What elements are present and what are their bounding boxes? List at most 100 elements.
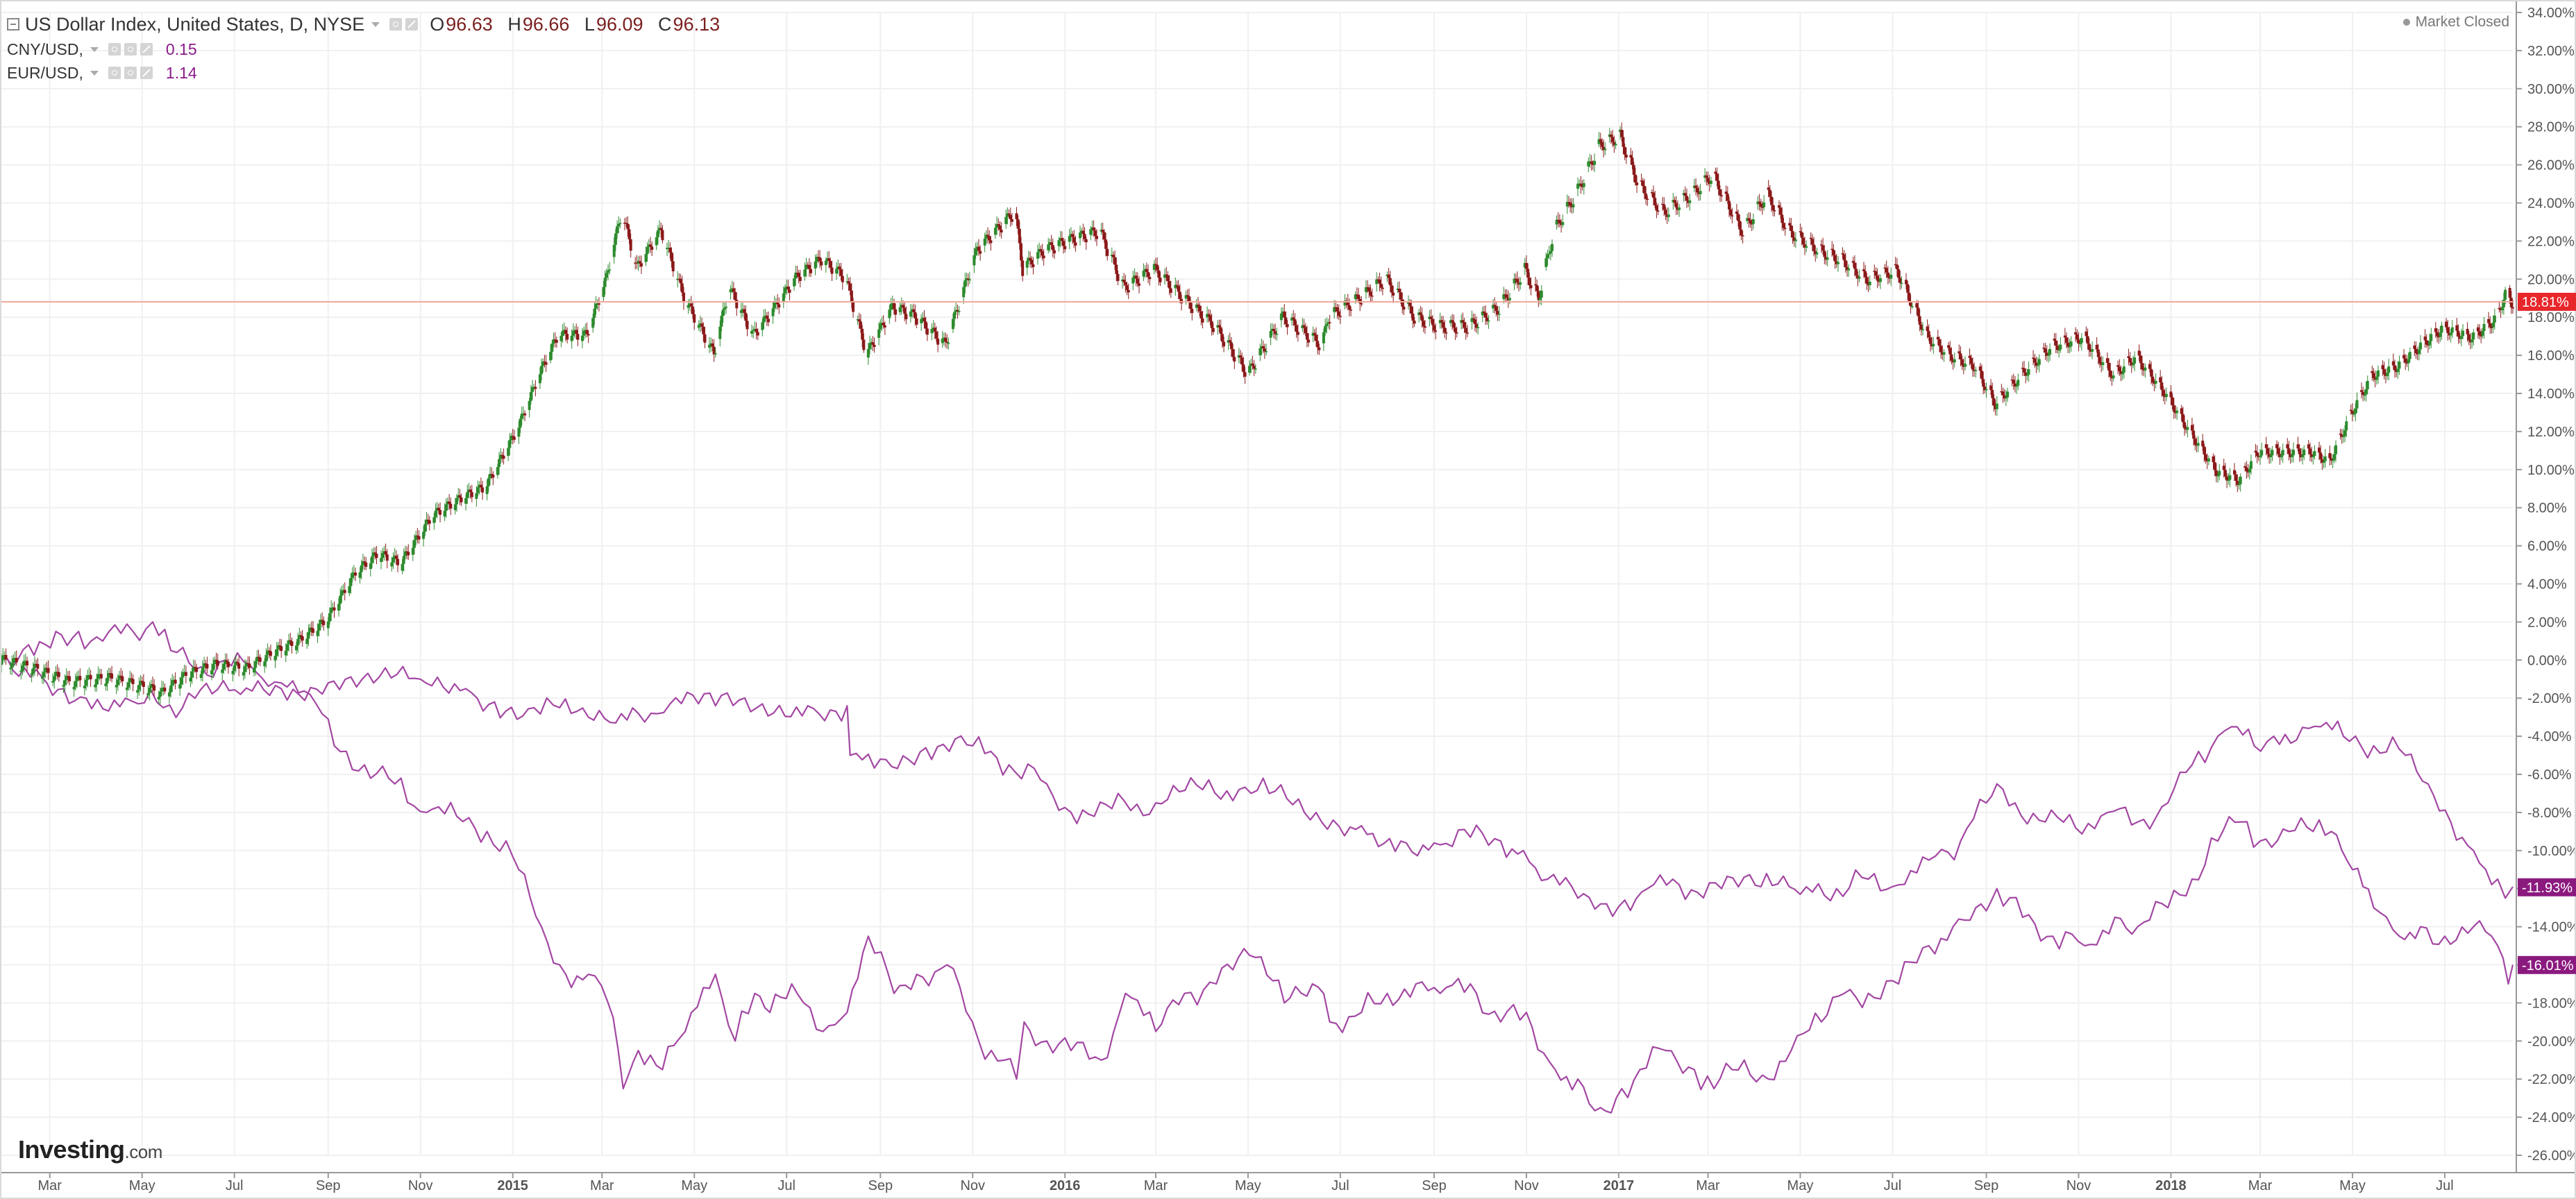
x-tick-label: Mar	[1696, 1178, 1720, 1193]
legend-row-cny[interactable]: CNY/USD, 0.15	[7, 37, 730, 61]
candle-body	[765, 315, 768, 319]
candle-body	[1926, 326, 1929, 332]
candle-body	[1906, 284, 1910, 293]
settings-icon[interactable]	[124, 43, 137, 56]
chevron-down-icon[interactable]	[90, 70, 99, 76]
candle-body	[793, 278, 796, 287]
candle-body	[1982, 379, 1985, 387]
candle-body	[276, 645, 280, 649]
candle-body	[2228, 475, 2232, 480]
close-icon[interactable]	[140, 67, 153, 79]
chevron-down-icon[interactable]	[371, 22, 380, 27]
visibility-icon[interactable]	[108, 67, 121, 79]
candle-body	[393, 555, 396, 558]
candle-body	[894, 309, 898, 315]
candle-body	[2381, 365, 2384, 370]
candle-body	[2313, 451, 2316, 456]
candle-body	[1463, 322, 1466, 328]
candle-body	[1, 655, 5, 661]
candle-body	[1791, 230, 1794, 238]
candle-body	[1422, 321, 1425, 327]
collapse-icon[interactable]	[7, 18, 19, 31]
candle-body	[322, 620, 326, 625]
legend-row-main[interactable]: US Dollar Index, United States, D, NYSE …	[7, 11, 730, 37]
candle-body	[1782, 223, 1785, 228]
candle-body	[1692, 185, 1696, 188]
candle-body	[284, 650, 287, 656]
candle-body	[1535, 285, 1539, 291]
candle-body	[2339, 433, 2342, 435]
candle-body	[880, 323, 884, 324]
x-tick-label: May	[1235, 1178, 1261, 1193]
candle-body	[137, 684, 141, 690]
candle-body	[2328, 453, 2332, 459]
candle-body	[753, 328, 757, 330]
candle-body	[1209, 315, 1212, 321]
candle-body	[2330, 458, 2333, 461]
chevron-down-icon[interactable]	[90, 46, 99, 52]
candle-body	[422, 532, 426, 539]
settings-icon[interactable]	[124, 67, 137, 79]
candle-body	[2055, 346, 2059, 350]
candle-body	[729, 289, 732, 293]
candle-body	[2271, 450, 2274, 456]
candle-body	[1633, 174, 1637, 182]
close-icon[interactable]	[140, 43, 153, 56]
candle-body	[1832, 250, 1835, 255]
candle-body	[532, 386, 536, 389]
candle-body	[932, 328, 935, 329]
candle-body	[1856, 275, 1860, 279]
candle-body	[66, 676, 69, 677]
candle-body	[2398, 362, 2401, 369]
candle-body	[1016, 219, 1020, 229]
candle-body	[2386, 373, 2389, 376]
candle-body	[2371, 371, 2374, 373]
candle-body	[635, 262, 639, 264]
candle-body	[1106, 248, 1109, 256]
candle-body	[954, 309, 958, 312]
candle-body	[68, 676, 71, 681]
candle-body	[1390, 285, 1393, 293]
candle-body	[1799, 231, 1802, 232]
candle-body	[1919, 325, 1923, 330]
candle-body	[2395, 370, 2398, 373]
candle-body	[2264, 444, 2268, 448]
candle-body	[181, 672, 185, 678]
candle-body	[2244, 466, 2247, 468]
candle-body	[108, 673, 112, 674]
y-tick-label: 8.00%	[2527, 501, 2567, 516]
candle-body	[1083, 234, 1086, 239]
usd-index-last-badge	[2518, 292, 2576, 311]
legend-row-eur[interactable]: EUR/USD, 1.14	[7, 61, 730, 85]
candle-body	[311, 628, 314, 633]
candle-body	[2275, 444, 2278, 449]
candle-body	[593, 308, 596, 318]
candle-body	[1576, 183, 1580, 189]
candle-body	[2345, 421, 2348, 431]
candle-body	[149, 683, 153, 688]
candle-body	[2266, 448, 2269, 454]
candle-body	[2481, 331, 2484, 336]
candle-body	[328, 613, 331, 622]
y-tick-label: 28.00%	[2527, 120, 2575, 135]
candle-body	[1347, 305, 1351, 310]
candle-body	[390, 562, 394, 567]
settings-icon[interactable]	[389, 18, 403, 31]
visibility-icon[interactable]	[108, 43, 121, 56]
candle-body	[337, 604, 341, 611]
candle-body	[901, 305, 904, 308]
candle-body	[2334, 445, 2337, 454]
candle-body	[1992, 398, 1996, 406]
candle-body	[2086, 336, 2089, 344]
candle-body	[1673, 200, 1676, 203]
candle-body	[439, 509, 442, 515]
candle-body	[957, 311, 961, 312]
candle-body	[245, 663, 249, 667]
candle-body	[2066, 342, 2070, 347]
candle-body	[1038, 248, 1041, 253]
candle-body	[1396, 288, 1399, 290]
close-icon[interactable]	[405, 18, 419, 31]
candle-body	[2137, 350, 2141, 356]
